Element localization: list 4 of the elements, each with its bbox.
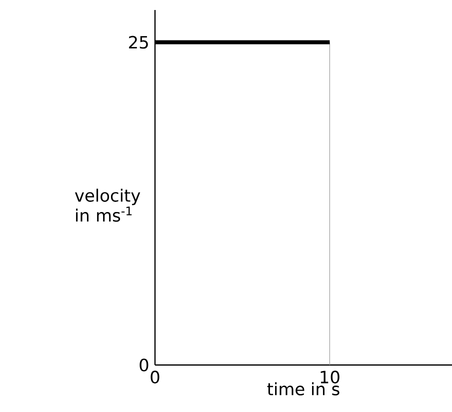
- y-axis-title: velocity in ms$^{-1}$: [74, 188, 140, 222]
- x-tick-label: 10: [320, 370, 340, 384]
- y-tick-label: 25: [129, 36, 148, 49]
- x-axis-title: time in s: [267, 382, 340, 396]
